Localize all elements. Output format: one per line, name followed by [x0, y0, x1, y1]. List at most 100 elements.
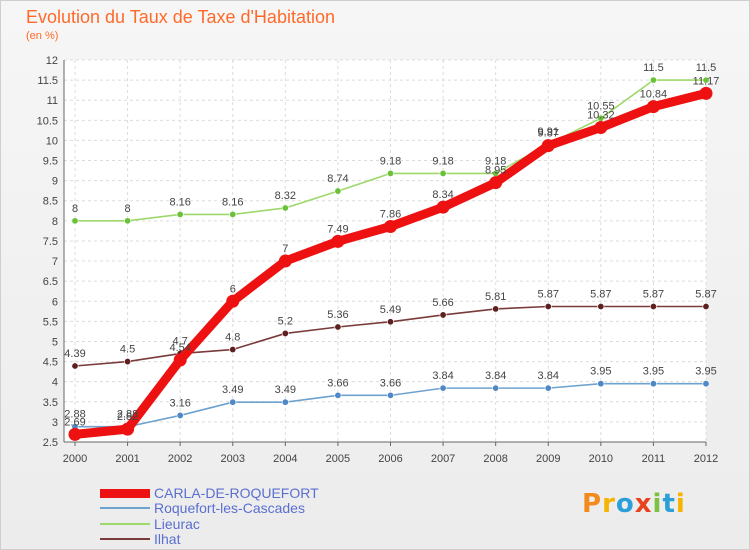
legend-label: Ilhat: [154, 531, 181, 547]
series-lines: [68, 76, 713, 441]
axes: 2.5 3 3.5 4 4.5 5 5.5 6 6.5 7 7.5 8 8.5 9 9.5 10 10.5 11 1…: [37, 55, 719, 465]
y-tick-label: 9: [52, 176, 58, 188]
data-label: 5.66: [432, 297, 453, 309]
data-label: 6: [230, 283, 236, 295]
y-tick-label: 10: [46, 135, 58, 147]
proxiti-logo: Proxiti: [582, 489, 686, 519]
y-tick-label: 10.5: [37, 115, 58, 127]
data-label: 8.16: [222, 196, 243, 208]
legend-item: Roquefort-les-Cascades: [100, 500, 305, 516]
data-point: [489, 176, 503, 190]
y-tick-label: 8: [52, 216, 58, 228]
data-label: 5.87: [695, 288, 716, 300]
y-tick-label: 4: [52, 377, 58, 389]
data-point: [281, 204, 289, 212]
legend-swatch: [100, 538, 150, 540]
data-point: [334, 391, 342, 399]
y-tick-label: 3.5: [43, 397, 58, 409]
data-point: [124, 358, 132, 366]
x-tick-label: 2012: [694, 453, 718, 465]
data-point: [386, 169, 394, 177]
data-label: 2.82: [117, 411, 138, 423]
data-point: [71, 362, 79, 370]
data-label: 3.95: [643, 366, 664, 378]
x-tick-label: 2006: [378, 453, 402, 465]
data-point: [439, 311, 447, 319]
data-point: [121, 422, 135, 436]
y-tick-label: 5.5: [43, 316, 58, 328]
data-label: 8.32: [275, 190, 296, 202]
data-label: 10.32: [587, 110, 615, 122]
data-label: 5.49: [380, 304, 401, 316]
data-label: 2.88: [64, 409, 85, 421]
data-label: 3.95: [695, 366, 716, 378]
data-label: 7: [282, 243, 288, 255]
data-label: 3.49: [275, 384, 296, 396]
data-point: [229, 210, 237, 218]
data-label: 3.95: [590, 366, 611, 378]
y-tick-label: 7: [52, 256, 58, 268]
data-label: 7.86: [380, 208, 401, 220]
logo-letter: i: [675, 489, 686, 519]
x-tick-label: 2003: [221, 453, 245, 465]
chart-subtitle: (en %): [26, 30, 59, 42]
data-point: [124, 217, 132, 225]
y-tick-label: 11: [47, 95, 58, 107]
data-label: 11.17: [693, 75, 720, 87]
data-label: 8.74: [327, 173, 348, 185]
data-label: 9.91: [538, 126, 559, 138]
data-label: 9.18: [485, 155, 506, 167]
data-point: [594, 121, 608, 135]
data-point: [649, 76, 657, 84]
data-point: [331, 234, 345, 248]
x-tick-label: 2001: [115, 453, 139, 465]
data-label: 3.16: [169, 397, 190, 409]
data-label: 4.54: [169, 342, 190, 354]
data-point: [384, 219, 397, 233]
data-point: [597, 302, 605, 310]
data-point: [229, 346, 237, 354]
data-label: 4.39: [64, 348, 85, 360]
x-tick-label: 2005: [326, 453, 350, 465]
x-tick-label: 2011: [642, 453, 666, 465]
data-point: [281, 329, 289, 337]
logo-letter: P: [582, 489, 603, 519]
data-label: 5.36: [327, 309, 348, 321]
data-point: [702, 302, 710, 310]
x-tick-label: 2008: [483, 453, 507, 465]
data-label: 9.18: [380, 155, 401, 167]
y-tick-label: 8.5: [43, 196, 58, 208]
data-point: [702, 76, 710, 84]
y-tick-label: 4.5: [43, 357, 58, 369]
data-label: 3.84: [432, 370, 453, 382]
data-point: [386, 391, 394, 399]
chart-title: Evolution du Taux de Taxe d'Habitation: [26, 7, 335, 27]
logo-letter: i: [652, 489, 663, 519]
data-point: [278, 254, 292, 268]
legend-swatch: [100, 488, 150, 498]
data-point: [281, 398, 289, 406]
legend-swatch: [100, 523, 150, 525]
data-label: 8: [72, 203, 78, 215]
y-tick-label: 12: [46, 55, 58, 67]
data-point: [439, 169, 447, 177]
data-label: 3.66: [327, 377, 348, 389]
data-label: 8.16: [169, 196, 190, 208]
data-point: [544, 302, 552, 310]
data-point: [646, 100, 660, 114]
data-point: [68, 427, 82, 441]
data-point: [176, 411, 184, 419]
data-label: 11.5: [643, 62, 664, 74]
data-label: 5.2: [278, 315, 293, 327]
legend-item: Ilhat: [100, 531, 180, 547]
x-tick-label: 2009: [536, 453, 560, 465]
y-tick-label: 6.5: [43, 276, 58, 288]
x-tick-label: 2010: [589, 453, 613, 465]
data-label: 4.7: [173, 336, 188, 348]
data-label: 4.5: [120, 344, 135, 356]
data-label: 11.5: [696, 62, 717, 74]
logo-letter: o: [615, 489, 635, 519]
logo-letter: t: [662, 489, 676, 519]
data-label: 8.34: [432, 189, 453, 201]
